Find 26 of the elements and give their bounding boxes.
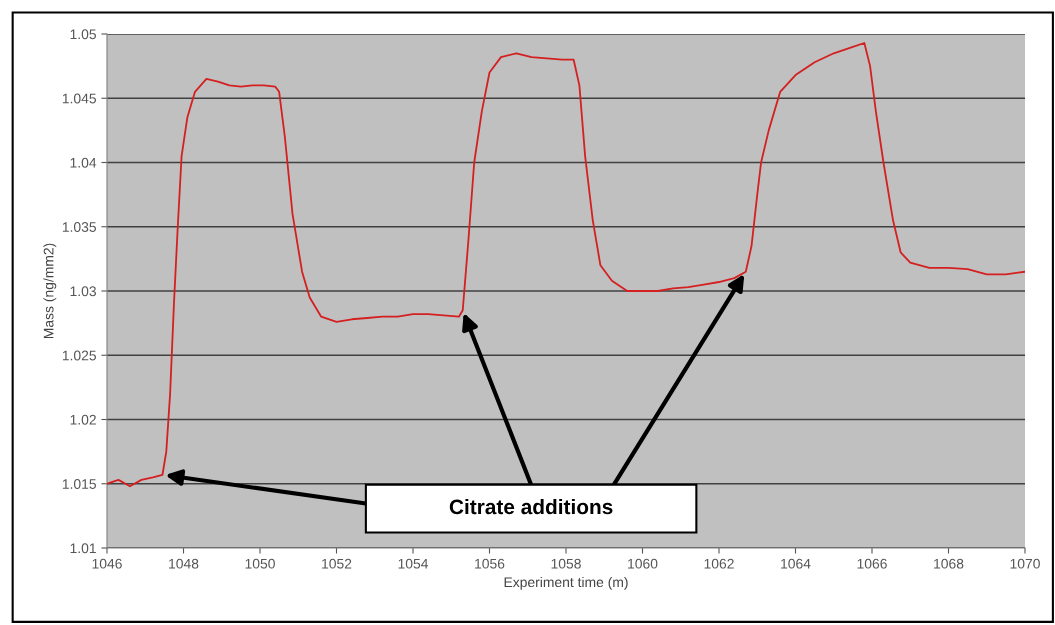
x-axis-title: Experiment time (m) (504, 576, 628, 590)
y-axis-title: Mass (ng/mm2) (43, 243, 57, 339)
x-tick-label: 1054 (398, 558, 429, 569)
x-tick-label: 1062 (704, 558, 734, 569)
x-tick-label: 1048 (169, 558, 199, 569)
x-tick-label: 1046 (92, 558, 122, 569)
annotation: Citrate additions (449, 498, 613, 515)
y-tick-label: 1.035 (62, 222, 96, 232)
line-series (107, 42, 1025, 488)
y-tick-label: 1.05 (70, 29, 96, 40)
x-tick-label: 1056 (475, 558, 505, 569)
x-tick-label: 1068 (934, 558, 964, 569)
x-tick-label: 1052 (322, 558, 352, 569)
y-tick-label: 1.02 (70, 414, 96, 425)
x-tick-label: 1058 (551, 558, 581, 569)
x-tick-label: 1070 (1010, 558, 1040, 569)
y-tick-label: 1.015 (62, 479, 96, 489)
y-tick-label: 1.045 (62, 93, 96, 104)
y-tick-label: 1.025 (62, 350, 96, 361)
y-tick-label: 1.01 (70, 543, 96, 554)
y-tick-label: 1.04 (70, 157, 97, 168)
x-tick-label: 1050 (245, 558, 275, 569)
y-tick-label: 1.03 (70, 286, 96, 297)
x-tick-label: 1066 (857, 558, 887, 569)
x-tick-label: 1060 (628, 558, 658, 569)
x-tick-label: 1064 (781, 558, 811, 569)
